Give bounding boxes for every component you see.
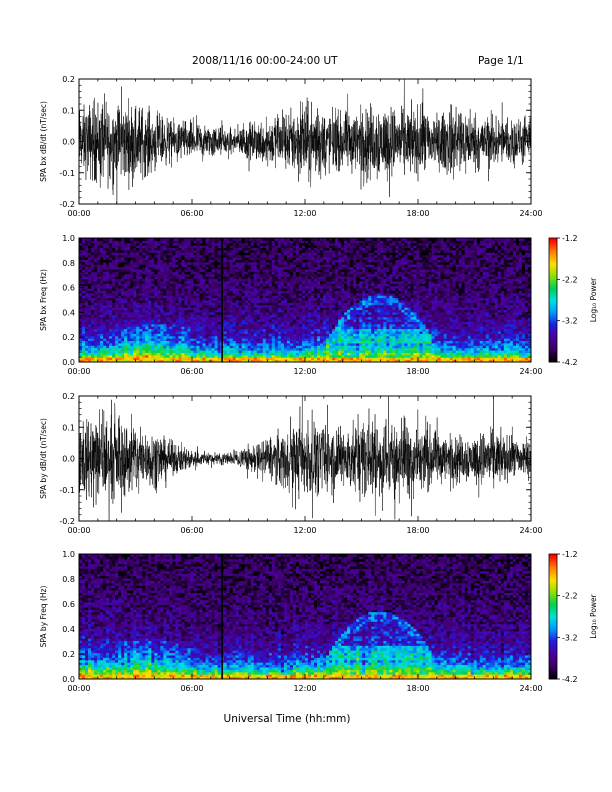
colorbar-tick-label: -3.2 xyxy=(562,633,578,642)
x-tick-label: 24:00 xyxy=(519,684,542,693)
header-page: Page 1/1 xyxy=(478,55,524,67)
y-tick-label: -0.2 xyxy=(59,517,75,526)
y-tick-label: 0.0 xyxy=(62,675,75,684)
y-axis-label-1: SPA bx Freq (Hz) xyxy=(39,269,48,331)
y-tick-label: 0.0 xyxy=(62,358,75,367)
colorbar-tick-label: -4.2 xyxy=(562,358,578,367)
x-tick-label: 18:00 xyxy=(406,367,429,376)
line-panel-2 xyxy=(79,396,531,521)
y-tick-label: 0.2 xyxy=(62,333,75,342)
x-tick-label: 18:00 xyxy=(406,684,429,693)
spectrogram-3 xyxy=(79,554,532,680)
x-axis-title: Universal Time (hh:mm) xyxy=(224,713,351,725)
y-tick-label: 0.2 xyxy=(62,392,75,401)
y-tick-label: 0.4 xyxy=(62,625,75,634)
x-tick-label: 24:00 xyxy=(519,367,542,376)
y-axis-label-3: SPA by Freq (Hz) xyxy=(39,586,48,648)
series-trace-2 xyxy=(79,396,531,521)
y-tick-label: 0.4 xyxy=(62,308,75,317)
x-tick-label: 12:00 xyxy=(293,684,316,693)
x-tick-label: 18:00 xyxy=(406,209,429,218)
y-tick-label: 1.0 xyxy=(62,550,75,559)
colorbar-tick-label: -1.2 xyxy=(562,234,578,243)
y-tick-label: 1.0 xyxy=(62,234,75,243)
spectrogram-1 xyxy=(79,238,532,363)
colorbar-tick-label: -2.2 xyxy=(562,275,578,284)
y-axis-label-0: SPA bx dB/dt (nT/sec) xyxy=(39,101,48,182)
y-tick-label: 0.1 xyxy=(62,106,75,115)
y-tick-label: 0.2 xyxy=(62,75,75,84)
x-tick-label: 12:00 xyxy=(293,367,316,376)
x-tick-label: 00:00 xyxy=(67,526,90,535)
y-tick-label: 0.6 xyxy=(62,284,75,293)
x-tick-label: 24:00 xyxy=(519,526,542,535)
y-tick-label: 0.1 xyxy=(62,423,75,432)
colorbar-tick-label: -1.2 xyxy=(562,550,578,559)
x-tick-label: 00:00 xyxy=(67,367,90,376)
y-tick-label: 0.2 xyxy=(62,650,75,659)
colorbar-tick-label: -3.2 xyxy=(562,317,578,326)
x-tick-label: 24:00 xyxy=(519,209,542,218)
series-trace-0 xyxy=(79,79,531,204)
colorbar-1: -1.2 -2.2 -3.2 -4.2 Log₁₀ Power xyxy=(548,234,598,367)
x-tick-label: 06:00 xyxy=(180,209,203,218)
x-tick-label: 12:00 xyxy=(293,526,316,535)
header-date-range: 2008/11/16 00:00-24:00 UT xyxy=(192,55,338,67)
colorbar-tick-label: -4.2 xyxy=(562,675,578,684)
x-tick-label: 00:00 xyxy=(67,209,90,218)
y-tick-label: -0.1 xyxy=(59,169,75,178)
x-tick-label: 06:00 xyxy=(180,526,203,535)
colorbar-tick-label: -2.2 xyxy=(562,592,578,601)
colorbar-label: Log₁₀ Power xyxy=(589,593,598,638)
x-tick-label: 06:00 xyxy=(180,684,203,693)
y-tick-label: 0.6 xyxy=(62,600,75,609)
x-tick-label: 00:00 xyxy=(67,684,90,693)
y-tick-label: 0.8 xyxy=(62,259,75,268)
line-panel-0 xyxy=(79,79,531,204)
y-tick-label: 0.0 xyxy=(62,138,75,147)
y-tick-label: -0.2 xyxy=(59,200,75,209)
colorbar-label: Log₁₀ Power xyxy=(589,277,598,322)
x-tick-label: 06:00 xyxy=(180,367,203,376)
y-tick-label: -0.1 xyxy=(59,486,75,495)
colorbar-3: -1.2 -2.2 -3.2 -4.2 Log₁₀ Power xyxy=(548,550,598,684)
panels: 00:00 06:00 12:00 18:00 24:00 -0.2 -0.1 0.0 0.1 0… xyxy=(39,75,598,693)
y-axis-label-2: SPA by dB/dt (nT/sec) xyxy=(39,418,48,499)
x-tick-label: 12:00 xyxy=(293,209,316,218)
y-tick-label: 0.0 xyxy=(62,455,75,464)
x-tick-label: 18:00 xyxy=(406,526,429,535)
y-tick-label: 0.8 xyxy=(62,575,75,584)
